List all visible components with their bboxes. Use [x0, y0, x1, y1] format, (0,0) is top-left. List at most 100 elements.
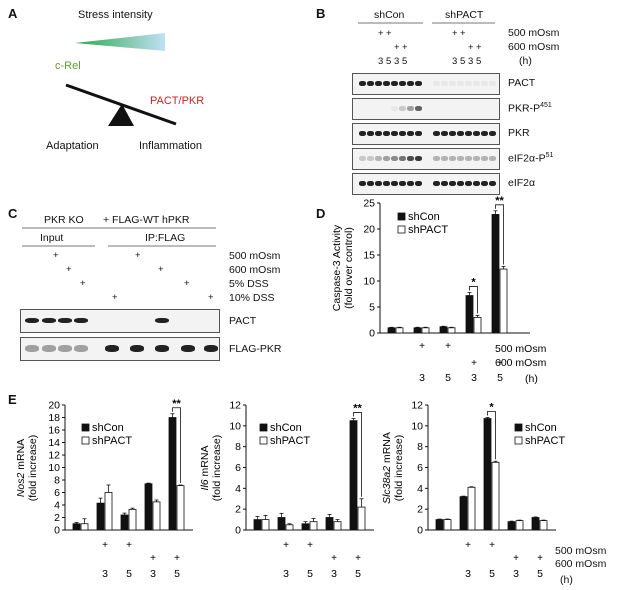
blot-band: [449, 156, 456, 161]
time-label: 5: [307, 568, 313, 580]
y-axis-label: Nos2 mRNA: [15, 439, 27, 497]
blot-band: [489, 181, 496, 186]
blot-row-label: PACT: [229, 315, 257, 327]
y-tick-label: 8: [54, 475, 60, 487]
legend-label: shPACT: [408, 224, 448, 236]
panel-d-label: D: [316, 206, 326, 221]
legend-label: shPACT: [270, 435, 310, 447]
d-time-unit: (h): [525, 373, 538, 385]
blot-band: [383, 181, 390, 186]
y-tick-label: 14: [48, 437, 60, 449]
blot-band: [489, 131, 496, 136]
blot-band: [367, 181, 374, 186]
time-label: 3: [150, 568, 156, 580]
c-cond-5dss: 5% DSS: [229, 278, 269, 290]
blot-band: [465, 181, 472, 186]
y-tick-label: 12: [229, 400, 241, 412]
panel-b-label: B: [316, 6, 326, 21]
plus-mark: +: [402, 42, 408, 53]
plus-mark: +: [513, 553, 519, 564]
blot-band: [155, 318, 169, 323]
blot-band: [481, 131, 488, 136]
bar-shpact: [467, 486, 476, 531]
y-tick-label: 18: [48, 412, 60, 424]
y-tick-label: 4: [417, 483, 423, 495]
blot-strip: [352, 173, 500, 195]
blot-row-label: eIF2α: [508, 177, 536, 189]
c-sub-ipflag: IP:FLAG: [145, 232, 186, 244]
blot-band: [457, 181, 464, 186]
significance-bracket: [172, 407, 181, 483]
significance-mark: *: [489, 402, 494, 414]
b-condition-600: 600 mOsm: [508, 41, 560, 53]
blot-strip: [352, 98, 500, 120]
blot-band: [367, 156, 374, 161]
blot-band: [155, 345, 169, 352]
blot-band: [359, 131, 366, 136]
y-tick-label: 0: [235, 525, 241, 537]
y-tick-label: 5: [369, 302, 375, 314]
time-label: 3: [102, 568, 108, 580]
time-label: 3: [283, 568, 289, 580]
blot-band: [375, 156, 382, 161]
time-label: 5: [537, 568, 543, 580]
blot-band: [42, 345, 56, 352]
blot-band: [473, 156, 480, 161]
blot-row-label: PKR-P451: [508, 102, 552, 115]
plus-mark: +: [135, 250, 141, 261]
blot-band: [407, 81, 414, 86]
c-cond-600: 600 mOsm: [229, 264, 281, 276]
y-tick-label: 6: [54, 487, 60, 499]
y-tick-label: 2: [417, 504, 423, 516]
blot-band: [465, 131, 472, 136]
blot-band: [415, 156, 422, 161]
plus-mark: +: [471, 358, 477, 369]
blot-band: [449, 81, 456, 86]
legend-label: shCon: [92, 422, 124, 434]
blot-band: [473, 131, 480, 136]
y-tick-label: 6: [417, 462, 423, 474]
blot-band: [441, 156, 448, 161]
e-cond-500: 500 mOsm: [555, 545, 607, 557]
legend-label: shCon: [270, 422, 302, 434]
blot-band: [407, 106, 414, 111]
time-label: 5: [476, 56, 482, 67]
bar-shpact: [539, 520, 548, 531]
time-label: 3: [452, 56, 458, 67]
blot-band: [415, 131, 422, 136]
blot-band: [130, 345, 144, 352]
plus-mark: +: [102, 540, 108, 551]
y-tick-label: 16: [48, 425, 60, 437]
legend-swatch: [397, 225, 406, 234]
plus-mark: +: [394, 42, 400, 53]
plus-mark: +: [331, 553, 337, 564]
bar-shcon: [435, 519, 444, 531]
blot-band: [375, 81, 382, 86]
blot-band: [489, 156, 496, 161]
blot-band: [359, 156, 366, 161]
y-axis-label-text: mRNA: [381, 432, 393, 466]
blot-band: [391, 181, 398, 186]
d-condition-500: 500 mOsm: [495, 343, 547, 355]
blot-band: [449, 131, 456, 136]
time-label: 3: [513, 568, 519, 580]
blot-band: [457, 81, 464, 86]
y-axis-label: Slc38a2 mRNA: [381, 432, 393, 504]
time-label: 5: [460, 56, 466, 67]
blot-band: [415, 106, 422, 111]
pact-pkr-label: PACT/PKR: [150, 95, 205, 107]
y-tick-label: 12: [48, 450, 60, 462]
fulcrum-triangle: [108, 104, 134, 126]
y-tick-label: 10: [229, 420, 241, 432]
c-cond-500: 500 mOsm: [229, 250, 281, 262]
bar-shcon: [483, 418, 492, 531]
blot-band: [383, 81, 390, 86]
panel-c-label: C: [8, 206, 18, 221]
b-condition-500: 500 mOsm: [508, 27, 560, 39]
plus-mark: +: [158, 264, 164, 275]
inflammation-label: Inflammation: [139, 140, 202, 152]
y-tick-label: 15: [363, 250, 375, 262]
y-tick-label: 2: [235, 504, 241, 516]
